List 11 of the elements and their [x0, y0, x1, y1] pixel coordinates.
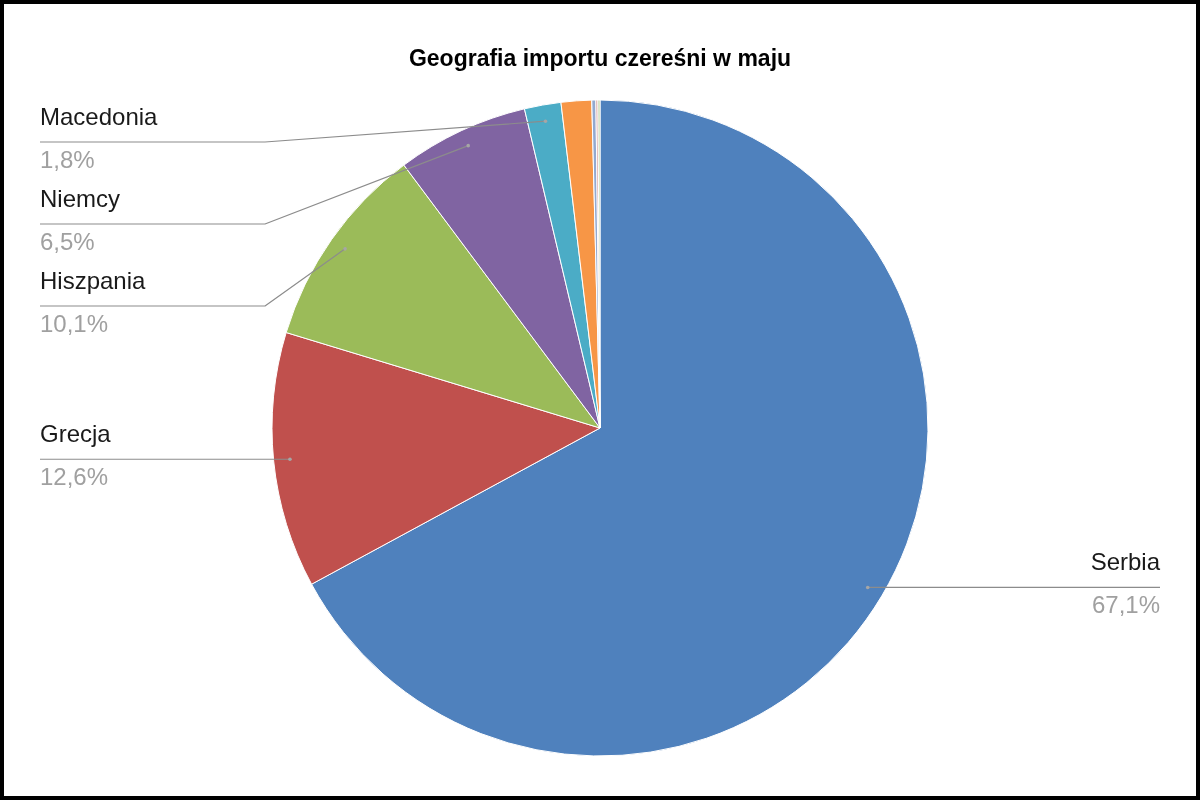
data-label: 67,1%: [1091, 591, 1160, 619]
slice-label: Macedonia: [40, 103, 159, 130]
slice-label: Hiszpania: [40, 267, 147, 294]
slice-label: Serbia: [1090, 548, 1161, 576]
data-label: 1,8%: [40, 146, 95, 173]
chart-title: Geografia importu czereśni w maju: [408, 45, 792, 71]
data-label: 6,5%: [40, 228, 95, 255]
slice-label: Grecja: [40, 420, 112, 448]
slice-label: Niemcy: [40, 185, 121, 212]
data-label: 10,1%: [40, 310, 109, 337]
data-label: 12,6%: [40, 463, 109, 491]
